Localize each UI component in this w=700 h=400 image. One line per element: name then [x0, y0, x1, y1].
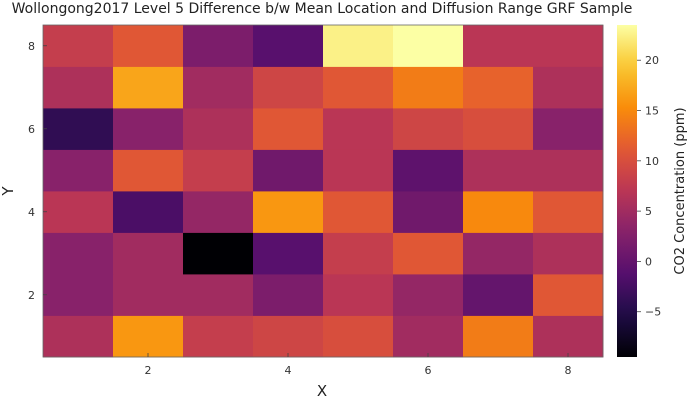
heatmap-cell	[113, 232, 184, 275]
heatmap-cell	[43, 149, 114, 192]
x-axis-ticks: 2 4 6 8	[145, 353, 572, 377]
heatmap-cell	[393, 66, 464, 109]
heatmap-cell	[113, 149, 184, 192]
heatmap-cell	[323, 315, 394, 358]
heatmap-cell	[393, 191, 464, 233]
heatmap-cell	[43, 66, 114, 109]
heatmap-cell	[113, 66, 184, 109]
heatmap-cell	[43, 232, 114, 275]
heatmap-cell	[43, 315, 114, 358]
colorbar-tick-label: −5	[645, 306, 661, 319]
heatmap-cell	[393, 274, 464, 316]
chart-title: Wollongong2017 Level 5 Difference b/w Me…	[12, 1, 633, 17]
heatmap-cell	[323, 232, 394, 275]
colorbar-tick-label: 15	[645, 105, 659, 118]
heatmap-cell	[533, 191, 604, 233]
heatmap-cell	[323, 149, 394, 192]
heatmap-cell	[323, 25, 394, 67]
x-tick-label: 8	[565, 364, 572, 377]
heatmap-cell	[253, 149, 324, 192]
heatmap-cell	[183, 274, 254, 316]
heatmap-cell	[253, 274, 324, 316]
heatmap-cells	[43, 25, 604, 358]
heatmap-cell	[183, 149, 254, 192]
colorbar	[617, 25, 637, 357]
heatmap-cell	[183, 66, 254, 109]
x-tick-label: 6	[425, 364, 432, 377]
heatmap-cell	[323, 66, 394, 109]
heatmap-cell	[533, 315, 604, 358]
heatmap-cell	[533, 274, 604, 316]
heatmap-cell	[183, 232, 254, 275]
heatmap-cell	[463, 315, 534, 358]
heatmap-cell	[113, 315, 184, 358]
colorbar-tick-label: 0	[645, 255, 652, 268]
heatmap-cell	[183, 191, 254, 233]
colorbar-tick-label: 5	[645, 205, 652, 218]
heatmap-cell	[113, 274, 184, 316]
heatmap-cell	[323, 191, 394, 233]
plot-frame	[42, 24, 604, 358]
y-tick-label: 2	[28, 289, 35, 302]
heatmap-cell	[183, 25, 254, 67]
y-tick-label: 4	[28, 206, 35, 219]
heatmap-cell	[463, 108, 534, 150]
heatmap-cell	[393, 315, 464, 358]
y-axis-label: Y	[0, 186, 17, 197]
heatmap-cell	[463, 25, 534, 67]
heatmap-cell	[463, 274, 534, 316]
x-axis-label: X	[317, 382, 327, 400]
heatmap-cell	[43, 108, 114, 150]
heatmap-cell	[253, 191, 324, 233]
heatmap-cell	[113, 191, 184, 233]
heatmap-cell	[393, 149, 464, 192]
heatmap-cell	[253, 108, 324, 150]
heatmap-cell	[533, 66, 604, 109]
heatmap-cell	[323, 274, 394, 316]
heatmap-cell	[533, 25, 604, 67]
y-tick-label: 6	[28, 123, 35, 136]
heatmap-cell	[113, 108, 184, 150]
heatmap-cell	[183, 315, 254, 358]
heatmap-cell	[533, 232, 604, 275]
heatmap-cell	[393, 25, 464, 67]
heatmap-cell	[183, 108, 254, 150]
colorbar-tick-label: 20	[645, 54, 659, 67]
heatmap-cell	[253, 66, 324, 109]
y-axis-ticks: 2 4 6 8	[28, 40, 47, 302]
heatmap-cell	[463, 66, 534, 109]
heatmap-cell	[533, 108, 604, 150]
heatmap-cell	[533, 149, 604, 192]
heatmap-cell	[253, 232, 324, 275]
heatmap-cell	[463, 149, 534, 192]
y-tick-label: 8	[28, 40, 35, 53]
x-tick-label: 4	[285, 364, 292, 377]
colorbar-tick-label: 10	[645, 155, 659, 168]
heatmap-cell	[43, 191, 114, 233]
heatmap-cell	[393, 232, 464, 275]
heatmap-cell	[43, 274, 114, 316]
heatmap-cell	[393, 108, 464, 150]
heatmap-cell	[253, 25, 324, 67]
heatmap-cell	[323, 108, 394, 150]
heatmap-cell	[463, 232, 534, 275]
colorbar-ticks: −5 0 5 10 15 20	[637, 54, 661, 319]
colorbar-label: CO2 Concentration (ppm)	[673, 107, 688, 274]
x-tick-label: 2	[145, 364, 152, 377]
heatmap-cell	[43, 25, 114, 67]
heatmap-cell	[253, 315, 324, 358]
heatmap-cell	[113, 25, 184, 67]
heatmap-cell	[463, 191, 534, 233]
